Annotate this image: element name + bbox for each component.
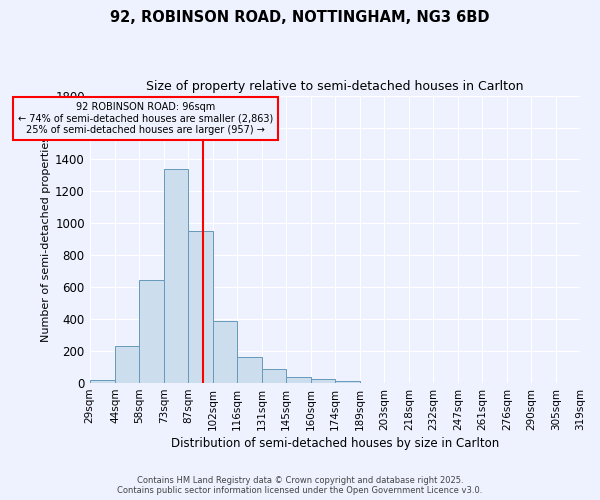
X-axis label: Distribution of semi-detached houses by size in Carlton: Distribution of semi-detached houses by …: [171, 437, 499, 450]
Bar: [188, 232, 213, 383]
Bar: [90, 380, 115, 383]
Text: 92 ROBINSON ROAD: 96sqm
← 74% of semi-detached houses are smaller (2,863)
25% of: 92 ROBINSON ROAD: 96sqm ← 74% of semi-de…: [18, 102, 273, 135]
Bar: [311, 379, 335, 383]
Bar: [262, 370, 286, 383]
Bar: [286, 376, 311, 383]
Bar: [335, 382, 360, 383]
Text: 92, ROBINSON ROAD, NOTTINGHAM, NG3 6BD: 92, ROBINSON ROAD, NOTTINGHAM, NG3 6BD: [110, 10, 490, 25]
Bar: [164, 169, 188, 383]
Bar: [213, 321, 237, 383]
Text: Contains HM Land Registry data © Crown copyright and database right 2025.
Contai: Contains HM Land Registry data © Crown c…: [118, 476, 482, 495]
Bar: [115, 346, 139, 383]
Y-axis label: Number of semi-detached properties: Number of semi-detached properties: [41, 136, 51, 342]
Bar: [237, 356, 262, 383]
Title: Size of property relative to semi-detached houses in Carlton: Size of property relative to semi-detach…: [146, 80, 524, 93]
Bar: [139, 280, 164, 383]
